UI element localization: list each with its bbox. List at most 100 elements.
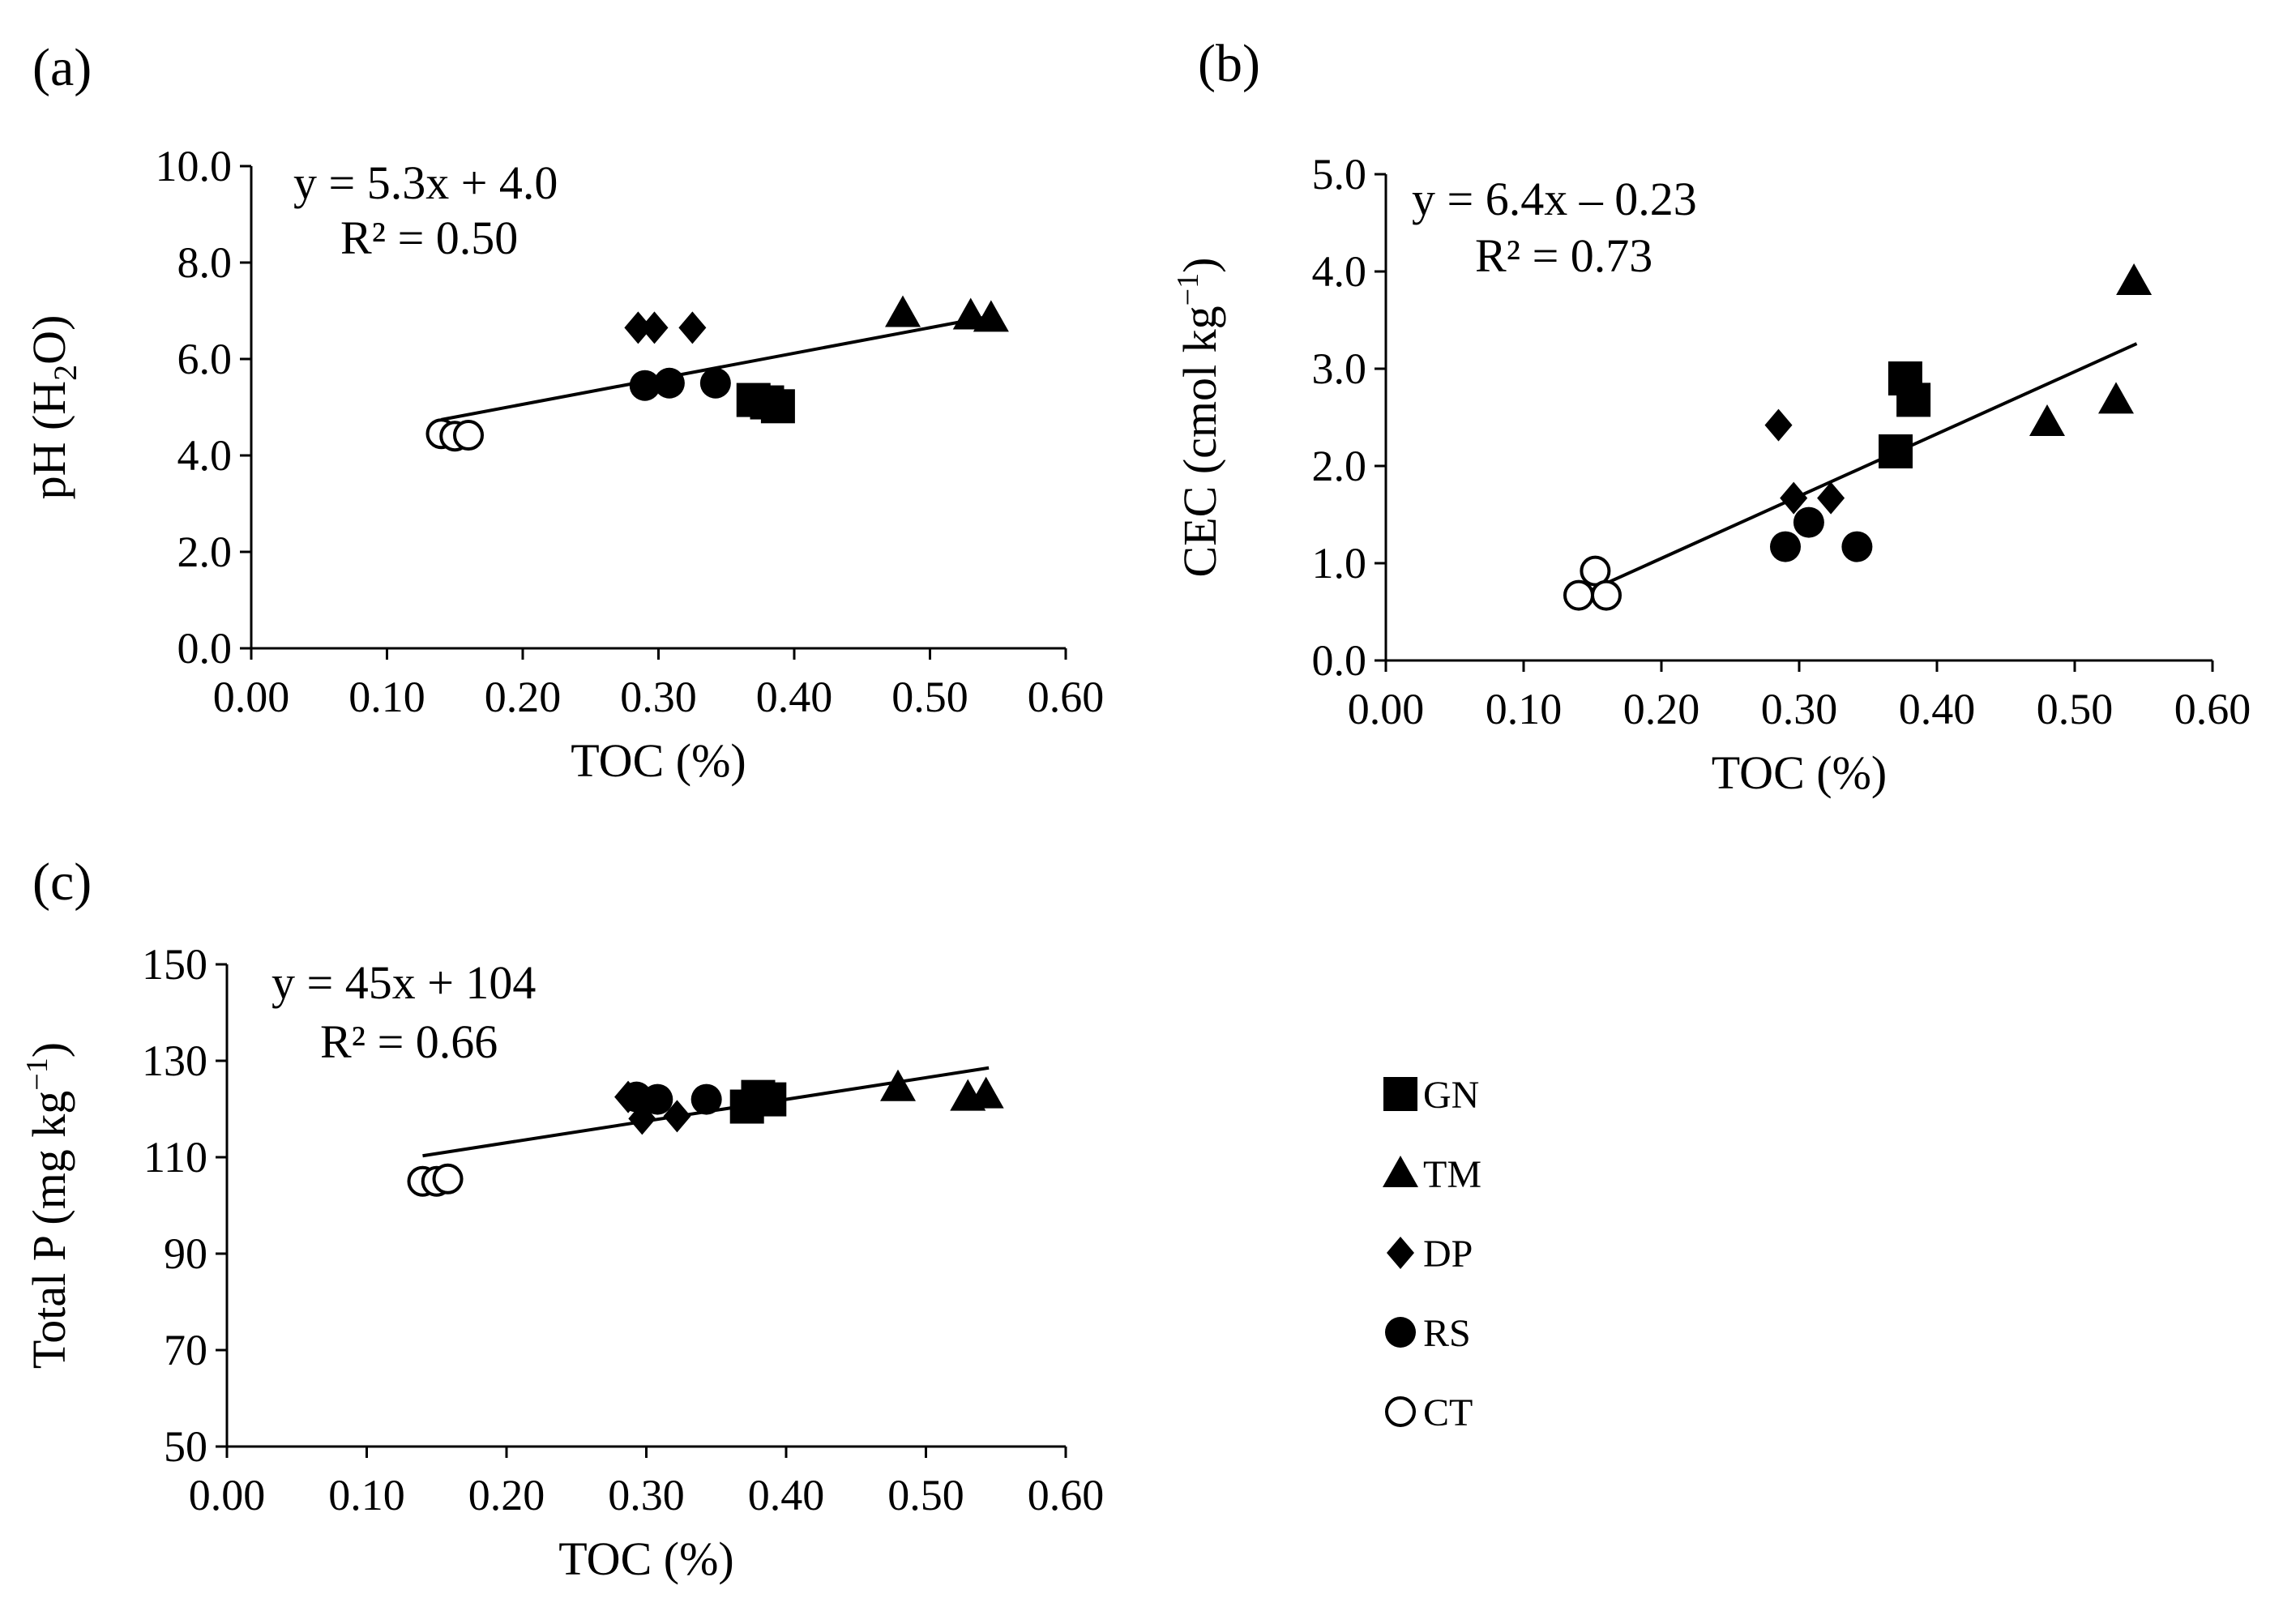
series-rs (1770, 506, 1873, 562)
trendline-equation: y = 45x + 104 (271, 956, 536, 1009)
data-point-dp (624, 311, 652, 344)
y-tick-label: 6.0 (177, 335, 233, 383)
data-point-rs (629, 370, 661, 401)
data-point-rs (642, 1083, 673, 1115)
y-tick-label: 70 (164, 1326, 207, 1374)
legend-item-tm: TM (1383, 1153, 1481, 1196)
legend-label: TM (1423, 1153, 1481, 1196)
r-squared-label: R² = 0.66 (320, 1015, 498, 1068)
y-tick-label: 110 (143, 1133, 207, 1182)
y-tick-label: 4.0 (177, 431, 233, 480)
data-point-dp (1780, 481, 1808, 515)
x-tick-label: 0.10 (328, 1471, 405, 1519)
chart-panel-b: (b) 0.00 0.10 0.20 0.30 0.40 0.50 0.60 0.0 1.0 2.0… (1171, 34, 2251, 799)
data-point-rs (653, 367, 685, 399)
x-tick-label: 0.00 (213, 673, 290, 721)
y-axis-label-main: Total P (mg kg (23, 1091, 75, 1369)
legend-marker-ct (1385, 1396, 1416, 1427)
data-point-dp (1764, 408, 1793, 442)
data-point-ct (1563, 579, 1594, 611)
data-point-ct (1591, 579, 1622, 611)
y-axis-label-main: pH (H (23, 381, 75, 500)
chart-panel-a: (a) 0.00 0.10 0.20 0.30 0.40 0.50 0.60 0.0 2.0 4.0… (23, 38, 1104, 787)
y-tick-label: 2.0 (1312, 442, 1367, 490)
data-point-tm (2098, 382, 2134, 414)
legend-item-ct: CT (1385, 1391, 1473, 1434)
data-point-rs (1770, 531, 1801, 562)
series-tm (885, 295, 1009, 332)
trendline (1578, 342, 2138, 597)
series-ct (407, 1163, 464, 1197)
x-tick-label: 0.50 (887, 1471, 964, 1519)
legend-marker-gn (1383, 1077, 1417, 1111)
y-tick-label: 2.0 (177, 528, 233, 576)
trendline-equation: y = 6.4x – 0.23 (1412, 173, 1697, 225)
data-point-rs (699, 367, 731, 399)
legend-marker-dp (1387, 1237, 1414, 1269)
series-dp (1764, 408, 1845, 515)
x-tick-label: 0.60 (1028, 1471, 1105, 1519)
y-axis-label-main: CEC (cmol kg (1174, 306, 1226, 577)
x-tick-label: 0.10 (1486, 685, 1563, 733)
x-tick-label: 0.60 (1028, 673, 1105, 721)
data-point-rs (1793, 506, 1824, 538)
x-tick-label: 0.00 (1348, 685, 1425, 733)
legend: GN TM DP RS CT (1383, 1074, 1481, 1434)
panel-label: (a) (32, 38, 92, 97)
data-point-tm (973, 300, 1009, 332)
data-point-gn (1879, 434, 1913, 468)
x-tick-label: 0.40 (1899, 685, 1976, 733)
y-tick-label: 3.0 (1312, 344, 1367, 393)
y-tick-label: 130 (142, 1036, 207, 1085)
y-axis-label-end: O) (23, 315, 75, 365)
data-point-ct (432, 1163, 464, 1194)
y-axis-label-superscript: −1 (20, 1058, 54, 1090)
legend-item-gn: GN (1383, 1074, 1479, 1117)
y-tick-label: 50 (164, 1422, 207, 1471)
y-axis-label-superscript: −1 (1171, 273, 1205, 306)
series-dp (624, 311, 707, 344)
data-point-tm (2029, 404, 2065, 436)
series-ct (425, 418, 484, 452)
data-point-tm (968, 1076, 1004, 1109)
legend-item-rs: RS (1385, 1312, 1471, 1355)
x-axis-label: TOC (%) (558, 1532, 733, 1585)
x-tick-label: 0.10 (348, 673, 425, 721)
r-squared-label: R² = 0.50 (340, 212, 518, 264)
trendline-equation: y = 5.3x + 4.0 (293, 156, 558, 209)
y-axis-label-end: ) (1174, 258, 1226, 273)
data-point-tm (885, 295, 921, 327)
data-point-gn (760, 389, 795, 424)
data-point-tm (2116, 263, 2153, 295)
legend-label: RS (1423, 1312, 1471, 1355)
series-gn (1879, 361, 1931, 468)
data-point-dp (678, 311, 707, 344)
r-squared-label: R² = 0.73 (1475, 229, 1652, 282)
y-tick-label: 5.0 (1312, 150, 1367, 199)
data-point-dp (663, 1100, 691, 1133)
data-point-gn (1896, 382, 1931, 417)
y-axis-label-end: ) (23, 1042, 75, 1058)
x-tick-label: 0.20 (468, 1471, 545, 1519)
y-tick-label: 1.0 (1312, 539, 1367, 588)
series-rs (629, 367, 731, 401)
legend-label: DP (1423, 1233, 1473, 1276)
y-tick-label: 8.0 (177, 238, 233, 287)
series-gn (736, 382, 795, 424)
y-axis-label: pH (H2O) (23, 315, 83, 500)
panel-label: (c) (32, 853, 92, 912)
x-tick-label: 0.30 (1761, 685, 1838, 733)
x-tick-label: 0.40 (748, 1471, 825, 1519)
x-tick-label: 0.30 (620, 673, 697, 721)
y-tick-label: 0.0 (177, 624, 233, 673)
x-axis-label: TOC (%) (1712, 746, 1887, 799)
x-tick-label: 0.00 (189, 1471, 266, 1519)
series-tm (2029, 263, 2153, 436)
legend-marker-tm (1383, 1156, 1418, 1187)
x-tick-label: 0.30 (608, 1471, 685, 1519)
y-tick-label: 90 (164, 1229, 207, 1278)
data-point-rs (1841, 531, 1873, 562)
chart-panel-c: (c) 0.00 0.10 0.20 0.30 0.40 0.50 0.60 50 70 90 110… (20, 853, 1104, 1585)
series-tm (880, 1069, 1004, 1111)
